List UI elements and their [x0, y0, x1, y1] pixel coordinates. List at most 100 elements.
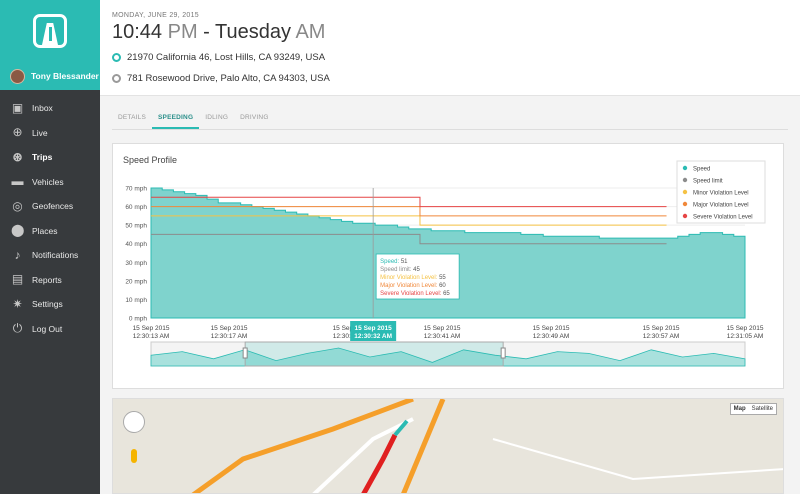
sidebar-item-label: Settings: [32, 299, 63, 310]
x-tick-date: 15 Sep 2015: [643, 325, 680, 332]
trip-day: Tuesday: [215, 21, 292, 43]
end-dot-icon: [112, 74, 121, 83]
navigator-right-handle[interactable]: [500, 347, 506, 359]
tab-speeding[interactable]: SPEEDING: [152, 108, 200, 129]
power-icon: ⏻: [12, 321, 23, 336]
start-address-text: 21970 California 46, Lost Hills, CA 9324…: [127, 52, 326, 63]
y-tick-label: 40 mph: [125, 241, 147, 248]
sidebar-item-trips[interactable]: ⊛ Trips: [0, 145, 100, 170]
legend-label[interactable]: Speed limit: [693, 179, 723, 185]
tab-details[interactable]: DETAILS: [118, 114, 147, 121]
highlight-tick-date: 15 Sep 2015: [355, 325, 393, 332]
x-tick-date: 15 Sep 2015: [211, 325, 248, 332]
pegman-icon[interactable]: [131, 449, 137, 463]
trip-time: 10:44 PM - Tuesday AM: [112, 21, 800, 44]
sidebar-item-notifications[interactable]: ♪ Notifications: [0, 243, 100, 268]
sidebar-item-log-out[interactable]: ⏻ Log Out: [0, 317, 100, 342]
start-dot-icon: [112, 53, 121, 62]
x-tick-time: 12:30:49 AM: [533, 333, 570, 340]
time-value: 10:44: [112, 21, 163, 43]
map-canvas: [113, 399, 783, 493]
x-tick-date: 15 Sep 2015: [133, 325, 170, 332]
car-icon: ▬: [11, 174, 24, 189]
x-tick-time: 12:30:57 AM: [643, 333, 680, 340]
sidebar-item-vehicles[interactable]: ▬ Vehicles: [0, 170, 100, 195]
live-icon: ⊕: [12, 125, 23, 140]
legend-label[interactable]: Major Violation Level: [693, 203, 749, 209]
map-pan-control[interactable]: [123, 411, 145, 433]
sidebar-item-label: Reports: [32, 274, 62, 285]
chart-legend: [676, 160, 766, 224]
tooltip-row: Minor Violation Level: 55: [380, 275, 446, 281]
legend-marker: [682, 201, 688, 207]
chart-title: Speed Profile: [123, 155, 178, 165]
sidebar-item-live[interactable]: ⊕ Live: [0, 121, 100, 146]
trip-date: MONDAY, JUNE 29, 2015: [112, 12, 199, 19]
app-logo[interactable]: [0, 0, 100, 62]
geofence-icon: ◎: [12, 198, 23, 213]
sidebar-item-label: Geofences: [32, 201, 74, 212]
speed-profile-card: Speed Profile 0 mph 10 mph 20 mph 30 mph 40 …: [112, 143, 784, 389]
time-ampm: PM: [167, 21, 198, 43]
gear-icon: ✷: [12, 296, 23, 311]
tooltip-row: Speed limit: 45: [380, 267, 420, 273]
sidebar-item-reports[interactable]: ▤ Reports: [0, 268, 100, 293]
x-tick-date: 15 Sep 2015: [533, 325, 570, 332]
x-tick-time: 12:31:05 AM: [727, 333, 764, 340]
trip-tabs: DETAILS SPEEDING IDLING DRIVING: [112, 108, 788, 130]
inbox-icon: ▣: [11, 100, 24, 115]
legend-marker: [682, 165, 688, 171]
main-content: MONDAY, JUNE 29, 2015 10:44 PM - Tuesday…: [100, 0, 800, 494]
legend-marker: [682, 177, 688, 183]
navigator-series: [150, 347, 746, 367]
legend-marker: [682, 213, 688, 219]
sidebar-item-geofences[interactable]: ◎ Geofences: [0, 194, 100, 219]
y-tick-label: 10 mph: [125, 297, 147, 304]
sidebar-item-label: Log Out: [32, 323, 63, 334]
map-type-toggle: Map Satellite: [729, 403, 777, 415]
y-tick-label: 50 mph: [125, 223, 147, 230]
tooltip-row: Speed: 51: [380, 259, 408, 265]
x-tick-time: 12:30:41 AM: [424, 333, 461, 340]
sidebar-item-label: Trips: [32, 152, 53, 163]
y-tick-label: 0 mph: [129, 316, 147, 323]
series-line-major-violation-level: [151, 206, 667, 217]
steering-wheel-icon: ⊛: [12, 149, 23, 164]
tab-idling[interactable]: IDLING: [205, 114, 229, 121]
y-tick-label: 70 mph: [125, 186, 147, 193]
legend-marker: [682, 189, 688, 195]
user-name: Tony Blessander: [31, 71, 99, 81]
trip-header: MONDAY, JUNE 29, 2015 10:44 PM - Tuesday…: [100, 0, 800, 96]
legend-label[interactable]: Speed: [693, 167, 710, 173]
y-tick-label: 60 mph: [125, 204, 147, 211]
map-type-satellite-button[interactable]: Satellite: [751, 406, 773, 412]
sidebar-item-label: Places: [32, 225, 58, 236]
series-line-severe-violation-level: [151, 196, 667, 208]
legend-label[interactable]: Severe Violation Level: [693, 215, 753, 221]
y-tick-label: 30 mph: [125, 260, 147, 267]
sidebar-item-places[interactable]: ⬤ Places: [0, 219, 100, 244]
speed-chart[interactable]: 0 mph 10 mph 20 mph 30 mph 40 mph 50 mph 60 mp…: [113, 144, 785, 390]
end-address: 781 Rosewood Drive, Palo Alto, CA 94303,…: [112, 73, 800, 84]
tooltip-row: Major Violation Level: 60: [380, 283, 446, 289]
speed-series-area: [150, 187, 746, 319]
time-separator: -: [197, 21, 216, 43]
tooltip-row: Severe Violation Level: 65: [380, 291, 450, 297]
start-address: 21970 California 46, Lost Hills, CA 9324…: [112, 52, 800, 63]
x-tick-time: 12:30:17 AM: [211, 333, 248, 340]
sidebar-item-inbox[interactable]: ▣ Inbox: [0, 96, 100, 121]
legend-label[interactable]: Minor Violation Level: [693, 191, 749, 197]
navigator-left-handle[interactable]: [242, 347, 248, 359]
route-map[interactable]: Map Satellite: [112, 398, 784, 494]
navigator-selection[interactable]: [244, 341, 504, 367]
series-line-speed-limit: [151, 233, 667, 245]
chart-tooltip: [375, 253, 460, 300]
map-type-map-button[interactable]: Map: [733, 406, 746, 412]
series-line-minor-violation-level: [151, 215, 667, 226]
x-tick-date: 15 Sep 2015: [424, 325, 461, 332]
day-ampm: AM: [295, 21, 326, 43]
tab-driving[interactable]: DRIVING: [240, 114, 269, 121]
sidebar-item-settings[interactable]: ✷ Settings: [0, 292, 100, 317]
user-profile[interactable]: Tony Blessander: [0, 62, 100, 90]
highlight-tick-time: 12:30:32 AM: [354, 333, 392, 340]
